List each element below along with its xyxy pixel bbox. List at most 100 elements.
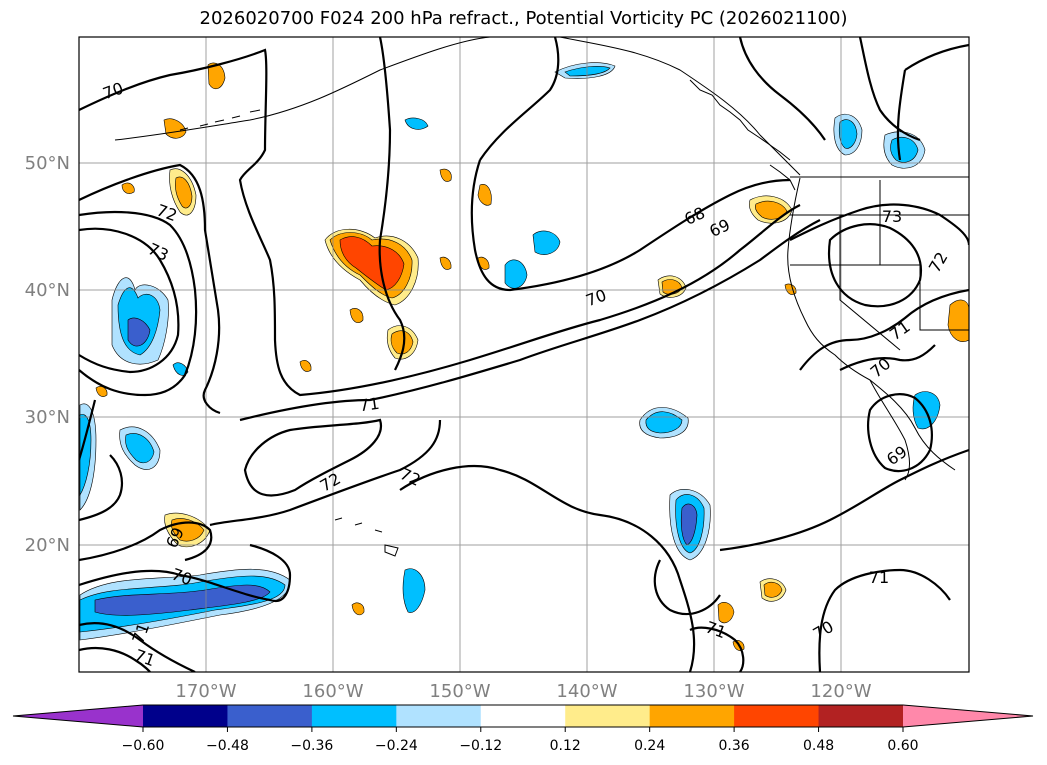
latitude-labels: 50°N 40°N 30°N 20°N <box>25 153 70 556</box>
pv-positive-region <box>947 299 969 342</box>
contour-line <box>209 419 442 527</box>
contour-line <box>653 559 721 616</box>
pv-positive-region <box>163 118 187 139</box>
contour-line <box>378 37 406 371</box>
lon-label: 140°W <box>556 681 617 702</box>
colorbar-tick-label: 0.60 <box>887 738 918 754</box>
colorbar-tick-label: −0.24 <box>375 738 418 754</box>
pv-shading <box>79 62 969 651</box>
contour-line <box>738 37 826 141</box>
contour-line <box>799 288 969 371</box>
pv-positive-region <box>717 602 735 624</box>
colorbar-cell <box>734 705 820 727</box>
pv-positive-region <box>763 581 783 598</box>
pv-positive-region <box>95 386 108 397</box>
contour-label: 73 <box>145 239 171 265</box>
contour-label: 73 <box>882 207 902 226</box>
contour-line <box>79 399 124 522</box>
pv-negative-region <box>172 362 189 376</box>
refractivity-contours <box>79 37 969 672</box>
colorbar: −0.60 −0.48 −0.36 −0.24 −0.12 0.12 0.24 0.36 0.4… <box>12 704 1034 754</box>
lon-label: 120°W <box>810 681 871 702</box>
pv-positive-region <box>121 182 135 194</box>
state-border <box>790 264 969 331</box>
pv-negative-region <box>680 503 698 546</box>
contour-line <box>79 163 221 415</box>
contour-line <box>479 37 560 161</box>
contour-label: 72 <box>925 249 952 276</box>
map-plot-area: 70 72 73 68 69 70 73 72 71 70 71 72 72 6… <box>79 37 969 672</box>
lon-label: 170°W <box>175 681 236 702</box>
gulf-of-alaska-coast <box>559 37 801 176</box>
lon-label: 160°W <box>302 681 363 702</box>
lat-label: 50°N <box>25 153 70 174</box>
contour-line <box>470 159 791 292</box>
contour-line <box>689 626 745 672</box>
colorbar-extend-left <box>13 705 143 727</box>
contour-line <box>839 344 936 371</box>
graticule <box>79 37 969 672</box>
contour-line <box>867 393 933 473</box>
colorbar-cell <box>143 705 228 727</box>
colorbar-cell <box>227 705 313 727</box>
pv-negative-region <box>404 117 429 130</box>
pv-positive-region <box>339 236 405 291</box>
contour-line <box>399 464 696 672</box>
lon-label: 150°W <box>429 681 490 702</box>
colorbar-cell <box>818 705 904 727</box>
contour-line <box>79 210 198 397</box>
pv-positive-region <box>784 283 797 295</box>
colorbar-cell <box>649 705 735 727</box>
pv-negative-region <box>94 584 271 616</box>
colorbar-cell <box>396 705 482 727</box>
bc-coast-islands <box>689 79 791 161</box>
colorbar-cell <box>480 705 566 727</box>
contour-line <box>79 48 801 397</box>
contour-line <box>827 223 923 308</box>
colorbar-extend-right <box>903 705 1033 727</box>
colorbar-tick-label: 0.48 <box>803 738 834 754</box>
pv-negative-region <box>127 317 151 347</box>
pv-negative-region <box>402 568 426 613</box>
pv-negative-region <box>125 433 155 464</box>
contour-label: 69 <box>706 215 732 241</box>
contour-line <box>79 622 196 672</box>
lat-label: 40°N <box>25 280 70 301</box>
colorbar-tick-label: 0.24 <box>634 738 665 754</box>
longitude-labels: 170°W 160°W 150°W 140°W 130°W 120°W <box>175 681 871 702</box>
pv-positive-region <box>175 176 193 209</box>
pv-positive-region <box>349 308 364 323</box>
colorbar-tick-label: −0.12 <box>459 738 502 754</box>
contour-label: 71 <box>886 317 914 344</box>
colorbar-tick-label: −0.48 <box>206 738 249 754</box>
us-west-coast <box>787 177 956 471</box>
pv-negative-region <box>79 414 92 497</box>
pv-positive-region <box>477 184 492 206</box>
contour-line <box>79 227 180 374</box>
lat-label: 20°N <box>25 535 70 556</box>
contour-line <box>243 418 383 497</box>
colorbar-tick-label: 0.36 <box>719 738 750 754</box>
pv-positive-region <box>754 200 788 220</box>
lat-label: 30°N <box>25 407 70 428</box>
contour-line <box>719 448 969 552</box>
map-title: 2026020700 F024 200 hPa refract., Potent… <box>199 8 848 29</box>
colorbar-cell <box>565 705 651 727</box>
pv-positive-region <box>299 360 312 372</box>
colorbar-tick-label: −0.60 <box>122 738 165 754</box>
pv-negative-region <box>838 119 858 149</box>
contour-line <box>896 43 969 161</box>
pv-negative-region <box>504 259 528 289</box>
contour-line <box>79 543 292 603</box>
colorbar-tick-label: 0.12 <box>550 738 581 754</box>
contour-label: 68 <box>681 203 707 229</box>
pv-positive-region <box>351 602 365 616</box>
pv-positive-region <box>439 256 452 270</box>
pv-negative-region <box>532 230 561 255</box>
contour-label: 71 <box>358 394 381 416</box>
contour-line <box>79 521 213 562</box>
pv-positive-region <box>207 62 226 90</box>
aleutian-islands <box>179 109 261 131</box>
hawaii-islands <box>334 517 399 557</box>
